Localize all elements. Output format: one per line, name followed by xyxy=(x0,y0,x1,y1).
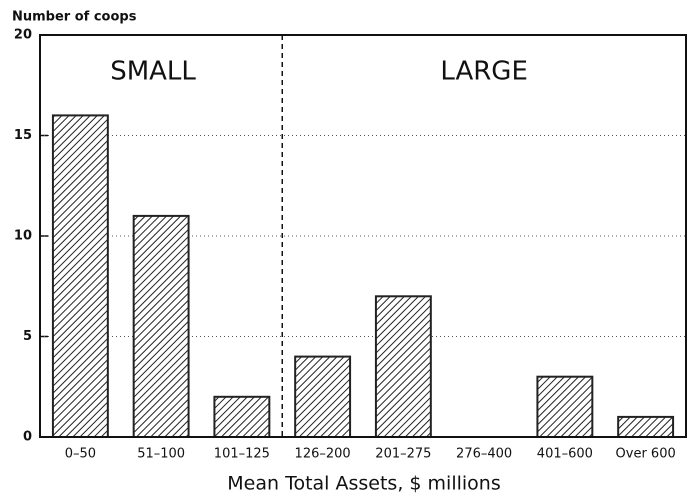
y-tick-label: 20 xyxy=(14,28,32,43)
x-tick-label: 126–200 xyxy=(295,447,351,462)
plot-frame xyxy=(39,34,687,438)
bar xyxy=(536,375,594,439)
x-axis-label: Mean Total Assets, $ millions xyxy=(227,473,500,495)
x-tick-label: 276–400 xyxy=(456,447,512,462)
x-tick-label: 51–100 xyxy=(137,447,185,462)
x-tick-label: 201–275 xyxy=(375,447,431,462)
y-tick-label: 5 xyxy=(23,329,32,344)
bar xyxy=(617,415,675,438)
x-tick-label: Over 600 xyxy=(616,447,676,462)
bar xyxy=(213,395,271,438)
x-tick-label: 401–600 xyxy=(537,447,593,462)
bar xyxy=(374,295,432,438)
bar xyxy=(294,355,352,439)
annotation: SMALL xyxy=(110,57,196,87)
y-tick-label: 15 xyxy=(14,128,32,143)
y-tick-label: 0 xyxy=(23,430,32,445)
bar xyxy=(51,114,109,439)
bar xyxy=(132,214,190,438)
x-tick-label: 101–125 xyxy=(214,447,270,462)
y-axis-label: Number of coops xyxy=(12,10,137,25)
annotation: LARGE xyxy=(440,57,528,87)
y-tick-label: 10 xyxy=(14,229,32,244)
x-tick-label: 0–50 xyxy=(65,447,96,462)
